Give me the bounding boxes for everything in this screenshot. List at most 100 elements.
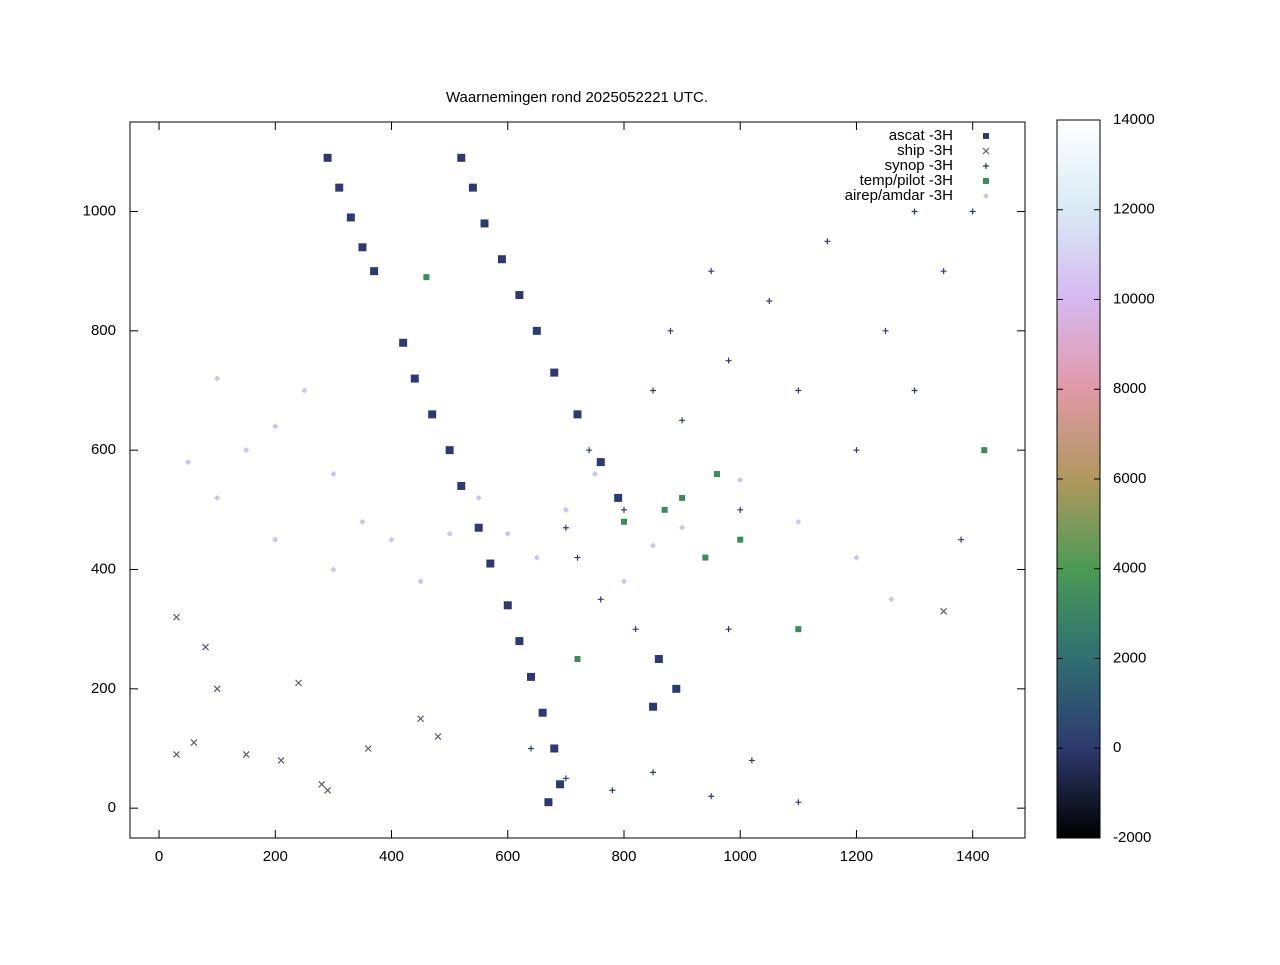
point: [364, 745, 372, 752]
colorbar-tick-label: 10000: [1113, 290, 1155, 307]
point: [417, 578, 424, 585]
point: [544, 798, 553, 807]
y-tick-label: 800: [91, 322, 116, 339]
point: [679, 524, 686, 531]
x-tick-label: 1000: [724, 848, 757, 865]
y-tick-label: 600: [91, 441, 116, 458]
point: [573, 410, 582, 419]
point: [614, 493, 623, 502]
point: [410, 374, 419, 383]
point: [358, 243, 367, 252]
colorbar-tick-label: -2000: [1113, 829, 1151, 846]
point: [277, 757, 285, 764]
point: [550, 368, 559, 377]
x-tick-label: 1400: [956, 848, 989, 865]
point: [562, 524, 569, 531]
point: [318, 780, 326, 788]
point: [346, 213, 355, 222]
point: [574, 656, 581, 662]
point: [272, 423, 279, 430]
point: [649, 702, 658, 711]
point: [423, 274, 430, 281]
point: [497, 255, 506, 264]
x-tick-label: 800: [611, 848, 636, 865]
point: [474, 523, 483, 532]
point: [190, 739, 198, 746]
point: [981, 447, 988, 454]
point: [562, 506, 569, 513]
point: [969, 208, 976, 215]
point: [323, 153, 332, 162]
colorbar-tick-label: 14000: [1113, 111, 1155, 128]
legend-label: ship -3H: [897, 142, 953, 159]
legend-marker: [983, 193, 989, 199]
point: [713, 471, 720, 478]
point: [399, 338, 408, 347]
point: [434, 733, 442, 740]
x-tick-label: 0: [155, 848, 163, 865]
point: [650, 542, 657, 549]
point: [185, 459, 192, 466]
point: [550, 744, 559, 753]
point: [532, 326, 541, 335]
point: [242, 751, 250, 758]
point: [214, 375, 221, 382]
point: [679, 417, 686, 424]
point: [335, 183, 344, 192]
point: [725, 357, 732, 364]
x-tick-label: 600: [495, 848, 520, 865]
colorbar-tick-label: 12000: [1113, 201, 1155, 218]
point: [528, 745, 535, 752]
point: [480, 219, 489, 228]
point: [486, 559, 495, 568]
colorbar: [1056, 119, 1101, 839]
point: [650, 387, 657, 394]
point: [824, 238, 831, 245]
point: [667, 327, 674, 334]
point: [958, 536, 965, 543]
y-tick-label: 1000: [83, 202, 116, 219]
legend-marker: [983, 178, 989, 184]
point: [586, 447, 593, 454]
point: [538, 708, 547, 717]
point: [527, 672, 536, 681]
point: [457, 481, 466, 490]
point: [515, 637, 524, 646]
point: [503, 601, 512, 610]
point: [597, 596, 604, 603]
point: [940, 268, 947, 275]
point: [911, 208, 918, 215]
point: [650, 769, 657, 776]
point: [295, 679, 302, 687]
point: [620, 578, 627, 585]
colorbar-tick-label: 4000: [1113, 560, 1146, 577]
point: [428, 410, 437, 419]
point: [504, 530, 511, 537]
point: [654, 655, 663, 663]
point: [515, 291, 524, 300]
point: [702, 554, 709, 561]
legend-marker: [982, 147, 990, 155]
point: [202, 643, 209, 651]
point: [272, 536, 279, 543]
point: [853, 447, 860, 454]
point: [533, 554, 540, 561]
colorbar-tick-label: 6000: [1113, 470, 1146, 487]
point: [609, 787, 616, 794]
point: [591, 471, 598, 478]
colorbar-tick-label: 0: [1113, 739, 1121, 756]
plot-frame: [129, 121, 1026, 839]
point: [766, 298, 773, 304]
plot-points: [173, 153, 988, 807]
point: [468, 183, 477, 192]
point: [888, 596, 895, 603]
point: [445, 446, 454, 455]
x-tick-label: 1200: [840, 848, 873, 865]
point: [737, 477, 744, 483]
legend-marker: [983, 133, 989, 139]
point: [940, 607, 948, 615]
point: [388, 536, 395, 543]
point: [243, 447, 250, 454]
point: [574, 554, 581, 561]
point: [330, 566, 337, 573]
